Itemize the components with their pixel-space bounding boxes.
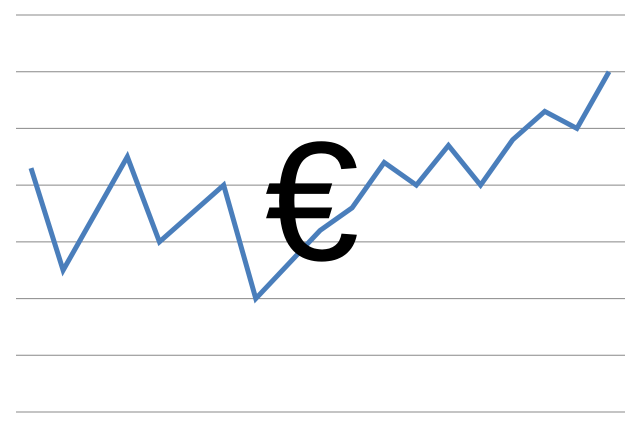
line (28, 70, 612, 304)
euro-symbol: € (265, 107, 360, 297)
grid (16, 14, 625, 413)
lines (28, 70, 612, 304)
